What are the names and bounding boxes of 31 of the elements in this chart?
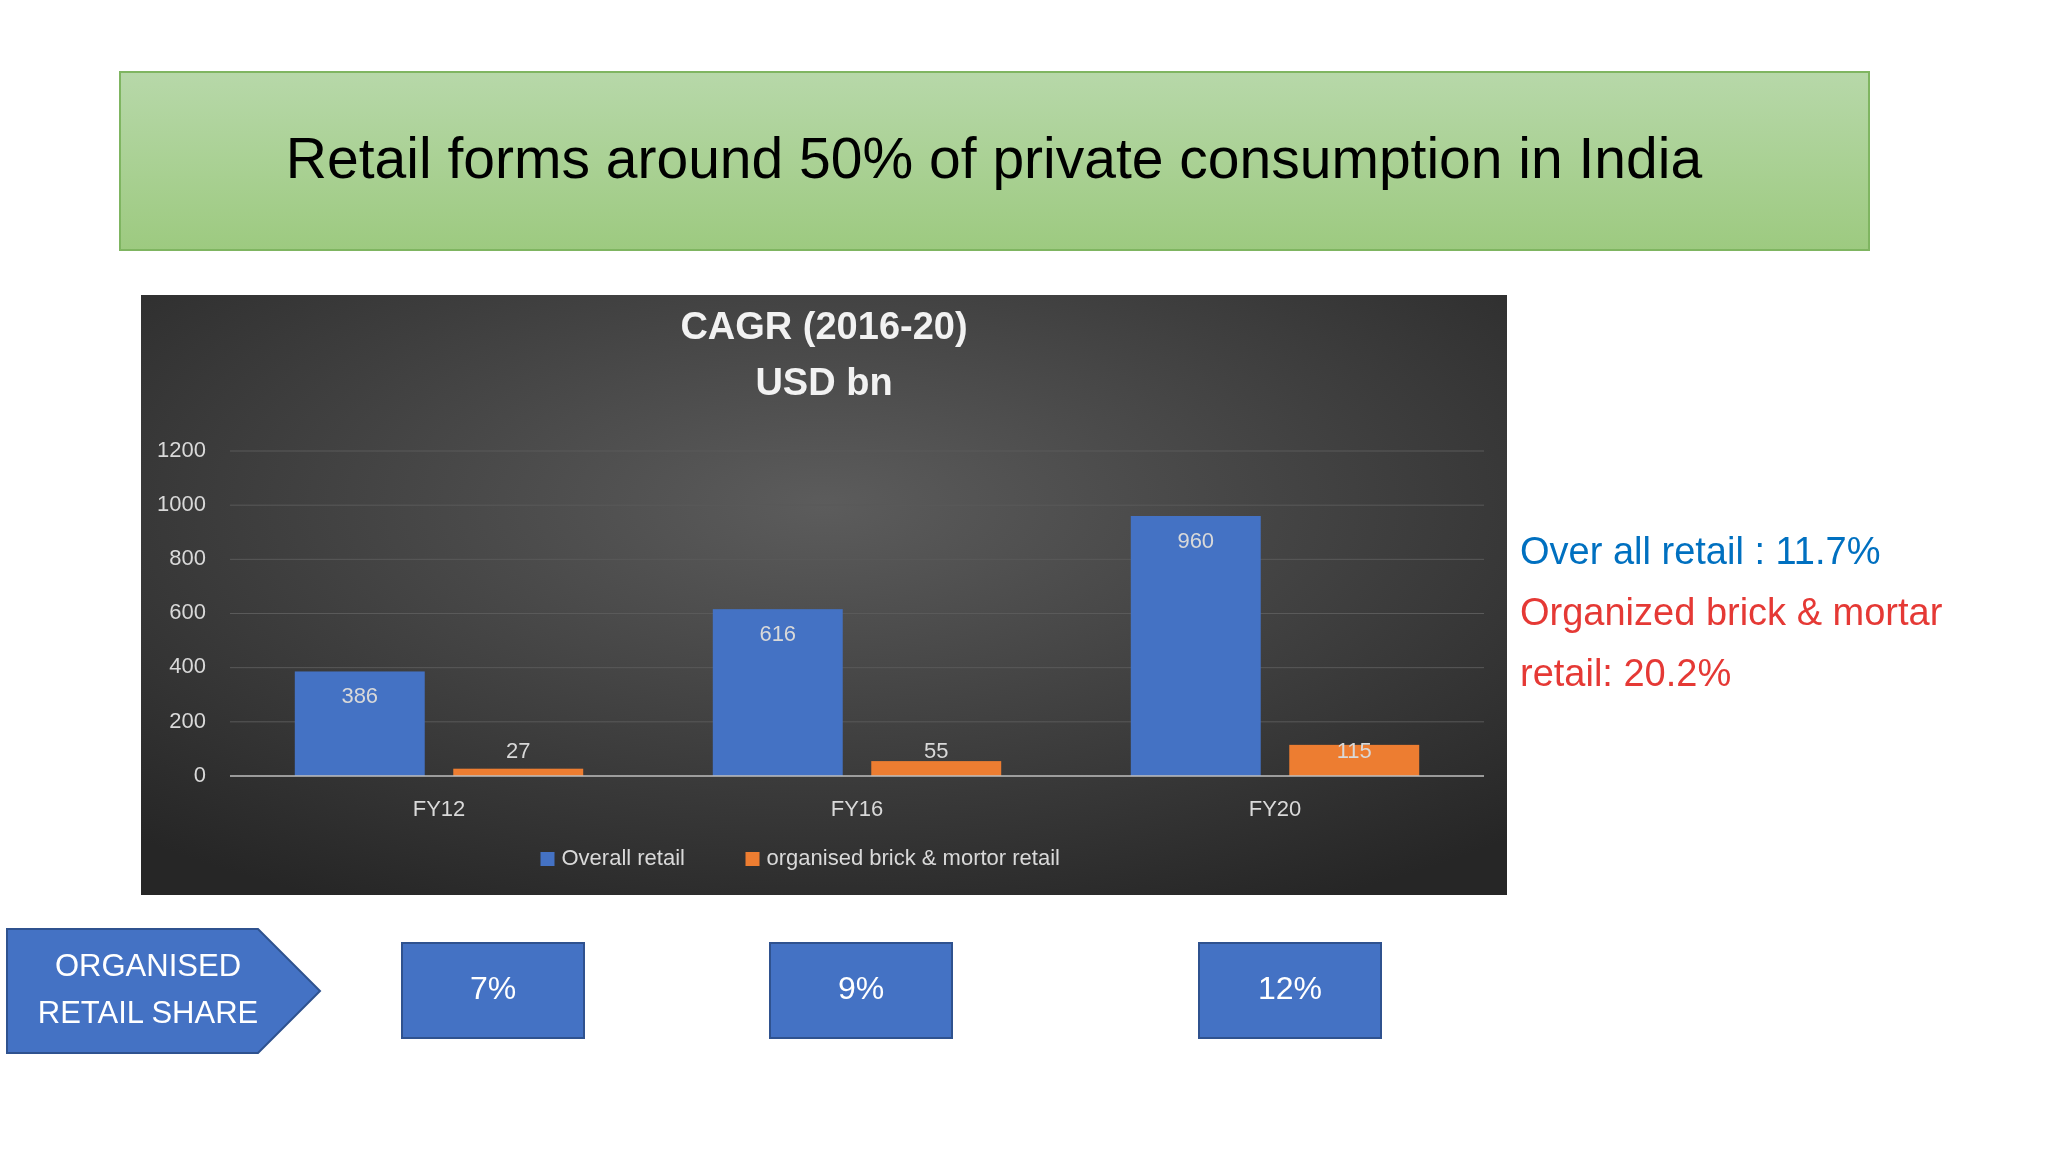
y-tick-label: 0 — [193, 761, 206, 787]
y-tick-label: 400 — [169, 653, 206, 679]
data-label: 115 — [1336, 737, 1372, 763]
bar — [871, 761, 1002, 776]
bar — [1130, 516, 1261, 776]
legend-label: organised brick & mortor retail — [766, 844, 1060, 870]
text: ORGANISED RETAIL SHARE — [37, 947, 259, 1030]
chart-title: Retail forms around 50% of private consumption in India — [285, 126, 1703, 191]
text: Over all retail : 11.7% — [1520, 530, 1881, 573]
y-tick-label: 600 — [169, 599, 206, 625]
legend-label: Overall retail — [561, 844, 685, 870]
x-tick-label: FY16 — [830, 795, 884, 821]
data-label: 960 — [1177, 527, 1215, 553]
x-tick-label: FY12 — [412, 795, 466, 821]
y-tick-label: 200 — [169, 707, 206, 733]
y-tick-label: 1200 — [157, 436, 206, 462]
chart-subtitle: CAGR (2016-20) USD bn — [680, 305, 968, 404]
data-label: 616 — [759, 620, 797, 646]
bar — [1289, 744, 1420, 776]
y-tick-label: 1000 — [157, 490, 206, 516]
text: 7% — [469, 970, 517, 1007]
bar — [712, 609, 843, 776]
text: 12% — [1257, 970, 1323, 1007]
x-tick-label: FY20 — [1248, 795, 1302, 821]
text: Organized brick & mortar retail: 20.2% — [1520, 591, 1943, 695]
data-label: 55 — [923, 737, 949, 763]
y-tick-label: 800 — [169, 545, 206, 571]
data-label: 27 — [505, 737, 531, 763]
data-label: 386 — [341, 683, 379, 709]
text: 9% — [837, 970, 885, 1007]
bar — [294, 671, 425, 776]
